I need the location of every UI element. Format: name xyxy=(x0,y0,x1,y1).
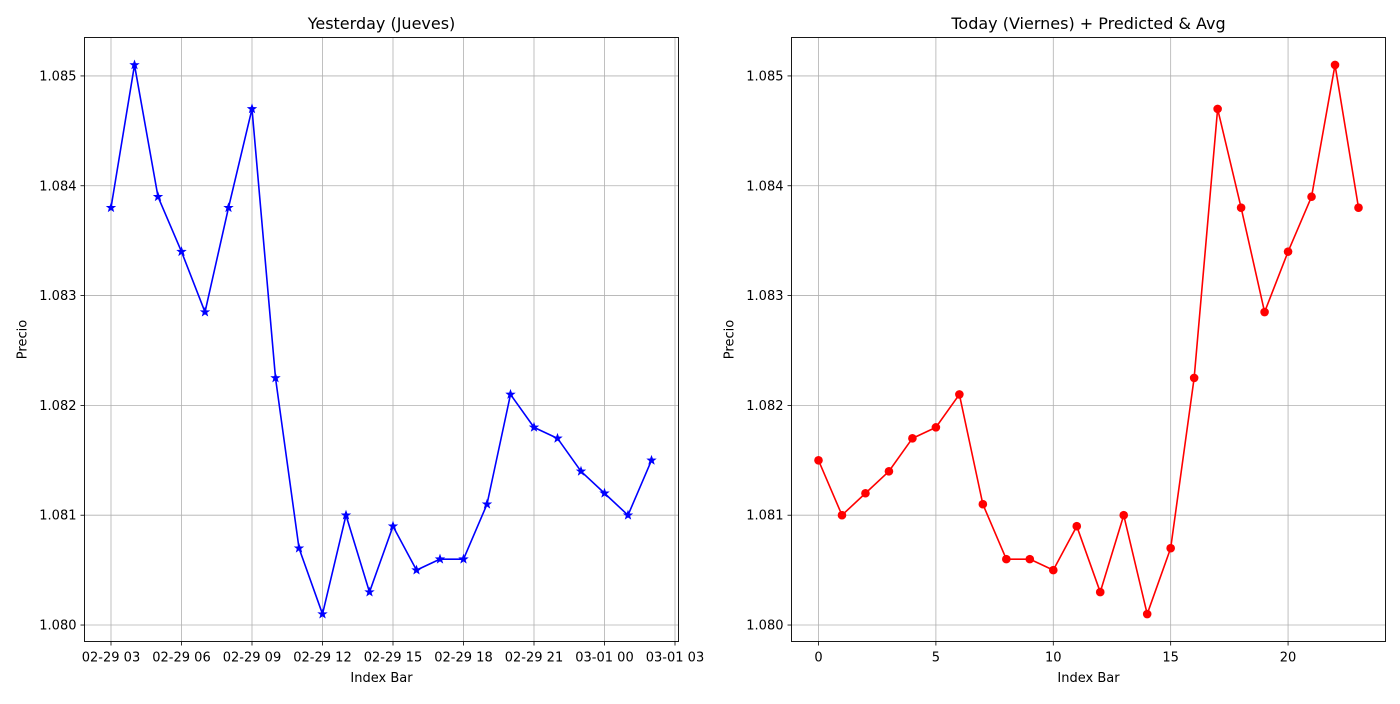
y-tick-label: 1.080 xyxy=(746,619,783,634)
data-point xyxy=(1095,587,1105,597)
data-point xyxy=(1048,565,1058,575)
y-tick-label: 1.084 xyxy=(39,179,76,194)
grid xyxy=(791,37,1386,642)
y-tick-label: 1.085 xyxy=(746,69,783,84)
data-point xyxy=(199,306,211,317)
x-tick-label: 03-01 00 xyxy=(575,651,633,666)
data-point xyxy=(1330,60,1340,70)
data-point xyxy=(646,454,657,465)
data-point xyxy=(505,388,516,399)
x-tick-label: 10 xyxy=(1045,651,1062,666)
chart-yesterday: 02-29 03 02-29 06 02-29 09 02-29 12 02-29 15… xyxy=(16,14,705,686)
data-point xyxy=(528,421,540,432)
y-axis: 1.080 1.081 1.082 1.083 1.084 1.085 xyxy=(746,69,792,634)
x-tick-label: 02-29 06 xyxy=(152,651,210,666)
data-point xyxy=(575,465,587,476)
data-point xyxy=(411,564,422,575)
x-tick-label: 03-01 03 xyxy=(646,651,704,666)
data-point xyxy=(129,59,140,70)
data-point xyxy=(1236,203,1246,213)
data-point xyxy=(1189,373,1199,383)
data-points xyxy=(105,59,657,619)
x-tick-label: 02-29 09 xyxy=(223,651,281,666)
data-point xyxy=(434,553,446,564)
plot-frame xyxy=(791,37,1386,642)
data-point xyxy=(1025,554,1035,564)
y-tick-label: 1.085 xyxy=(39,69,76,84)
plot-frame xyxy=(84,37,679,642)
data-points xyxy=(814,60,1363,619)
x-tick-label: 20 xyxy=(1280,651,1297,666)
y-tick-label: 1.081 xyxy=(746,509,783,524)
data-point xyxy=(1119,510,1129,520)
x-tick-label: 0 xyxy=(814,651,822,666)
data-point xyxy=(1166,543,1175,553)
data-point xyxy=(622,509,634,520)
y-axis: 1.080 1.081 1.082 1.083 1.084 1.085 xyxy=(39,69,85,634)
data-point xyxy=(364,586,375,597)
x-tick-label: 5 xyxy=(932,651,940,666)
data-point xyxy=(552,432,563,443)
series-line xyxy=(817,64,1360,615)
data-point xyxy=(317,608,328,619)
x-tick-label: 02-29 15 xyxy=(364,651,422,666)
x-axis-label: Index Bar xyxy=(350,671,413,686)
data-point xyxy=(861,488,870,498)
data-point xyxy=(814,456,823,465)
x-tick-label: 02-29 18 xyxy=(434,651,492,666)
x-axis-label: Index Bar xyxy=(1057,671,1120,686)
data-point xyxy=(270,372,281,383)
grid xyxy=(84,37,679,642)
data-point xyxy=(176,246,187,257)
data-point xyxy=(223,202,234,213)
data-point xyxy=(884,466,894,476)
y-tick-label: 1.083 xyxy=(746,289,783,304)
y-axis-label: Precio xyxy=(16,320,31,359)
data-point xyxy=(105,202,117,213)
data-point xyxy=(152,191,164,202)
data-point xyxy=(1072,521,1082,531)
data-point xyxy=(837,510,847,520)
data-point xyxy=(1213,104,1222,114)
chart-today: 0 5 10 15 20 1.080 1.081 1.082 1.083 1.084 1.085 To… xyxy=(723,14,1386,686)
data-point xyxy=(293,542,305,553)
data-point xyxy=(1354,203,1363,213)
data-point xyxy=(908,434,917,443)
x-axis: 0 5 10 15 20 xyxy=(814,641,1297,666)
data-point xyxy=(1142,609,1152,619)
data-point xyxy=(978,499,988,509)
data-point xyxy=(1260,307,1269,317)
data-point xyxy=(246,103,258,114)
data-point xyxy=(387,520,399,531)
y-axis-label: Precio xyxy=(723,320,738,359)
y-tick-label: 1.084 xyxy=(746,179,783,194)
y-tick-label: 1.083 xyxy=(39,289,76,304)
x-tick-label: 02-29 03 xyxy=(82,651,140,666)
data-point xyxy=(458,553,469,564)
y-tick-label: 1.081 xyxy=(39,509,76,524)
x-tick-label: 02-29 12 xyxy=(293,651,351,666)
data-point xyxy=(340,509,352,520)
chart-title: Yesterday (Jueves) xyxy=(307,14,456,33)
data-point xyxy=(955,390,964,399)
data-point xyxy=(1002,554,1011,564)
y-tick-label: 1.080 xyxy=(39,619,76,634)
x-tick-label: 15 xyxy=(1162,651,1179,666)
series-line xyxy=(110,64,653,615)
chart-title: Today (Viernes) + Predicted & Avg xyxy=(950,14,1225,33)
y-tick-label: 1.082 xyxy=(746,399,783,414)
x-axis: 02-29 03 02-29 06 02-29 09 02-29 12 02-29 15… xyxy=(82,641,704,666)
data-point xyxy=(599,487,610,498)
data-point xyxy=(1307,192,1316,202)
data-point xyxy=(931,423,941,432)
x-tick-label: 02-29 21 xyxy=(505,651,563,666)
y-tick-label: 1.082 xyxy=(39,399,76,414)
data-point xyxy=(1283,247,1293,256)
data-point xyxy=(481,498,493,509)
